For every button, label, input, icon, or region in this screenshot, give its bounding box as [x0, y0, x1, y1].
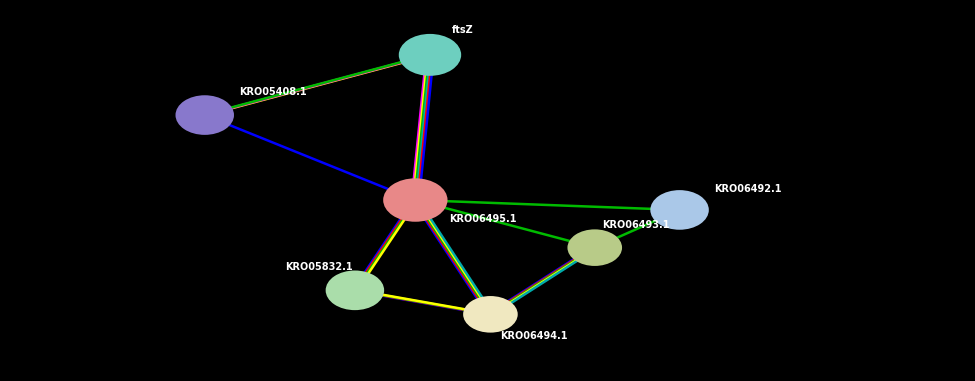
Text: KRO06493.1: KRO06493.1 [603, 220, 670, 230]
Text: KRO06492.1: KRO06492.1 [714, 184, 781, 194]
Ellipse shape [399, 34, 461, 76]
Ellipse shape [176, 95, 234, 135]
Ellipse shape [650, 190, 709, 230]
Ellipse shape [326, 271, 384, 310]
Ellipse shape [463, 296, 518, 333]
Ellipse shape [383, 178, 448, 222]
Ellipse shape [567, 229, 622, 266]
Text: KRO05408.1: KRO05408.1 [239, 87, 306, 97]
Text: KRO06495.1: KRO06495.1 [449, 214, 517, 224]
Text: KRO06494.1: KRO06494.1 [500, 331, 567, 341]
Text: KRO05832.1: KRO05832.1 [286, 263, 353, 272]
Text: ftsZ: ftsZ [451, 25, 473, 35]
